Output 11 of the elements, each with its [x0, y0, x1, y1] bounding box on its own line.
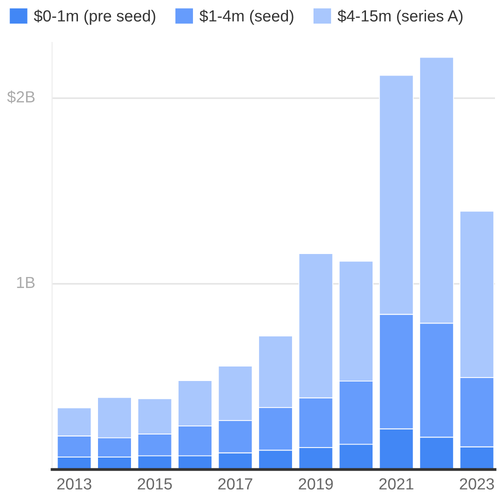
legend-label: $1-4m (seed)	[200, 10, 294, 25]
y-tick-label: 1B	[17, 276, 35, 288]
legend-label: $4-15m (series A)	[338, 10, 463, 25]
x-tick-label: 2015	[138, 478, 172, 490]
y-tick-label: $2B	[7, 90, 35, 104]
x-tick-label: 2017	[218, 478, 252, 490]
x-tick-label: 2013	[57, 478, 92, 490]
legend-label: $0-1m (pre seed)	[34, 10, 156, 25]
x-tick-label: 2023	[460, 478, 494, 490]
x-tick-label: 2021	[379, 478, 414, 490]
x-tick-label: 2019	[298, 478, 333, 490]
